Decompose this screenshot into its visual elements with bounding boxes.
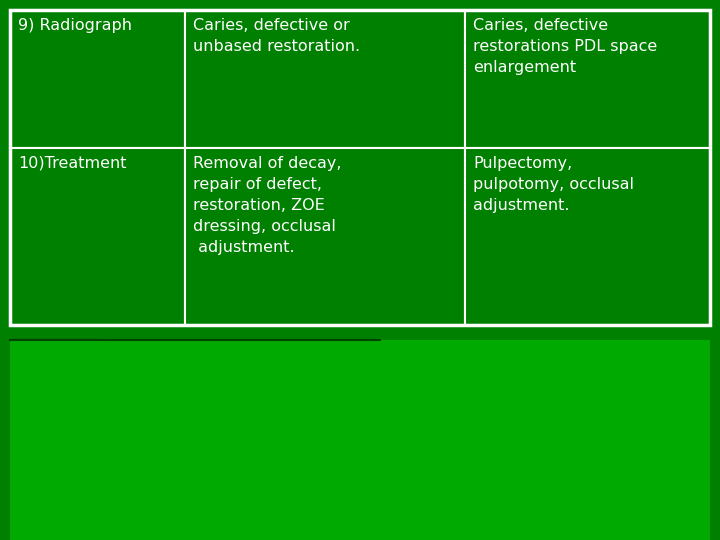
Bar — [10, 148, 185, 325]
Bar — [465, 148, 710, 325]
Bar — [10, 10, 710, 325]
Bar — [10, 10, 185, 148]
Bar — [465, 10, 710, 148]
Text: Caries, defective or
unbased restoration.: Caries, defective or unbased restoration… — [193, 18, 360, 54]
Bar — [10, 340, 710, 540]
Bar — [10, 338, 106, 540]
Bar — [185, 10, 465, 148]
Text: Removal of decay,
repair of defect,
restoration, ZOE
dressing, occlusal
 adjustm: Removal of decay, repair of defect, rest… — [193, 156, 341, 255]
Text: 9) Radiograph: 9) Radiograph — [18, 18, 132, 33]
Text: 10)Treatment: 10)Treatment — [18, 156, 127, 171]
Bar — [185, 148, 465, 325]
Text: Pulpectomy,
pulpotomy, occlusal
adjustment.: Pulpectomy, pulpotomy, occlusal adjustme… — [473, 156, 634, 213]
Text: Caries, defective
restorations PDL space
enlargement: Caries, defective restorations PDL space… — [473, 18, 657, 75]
